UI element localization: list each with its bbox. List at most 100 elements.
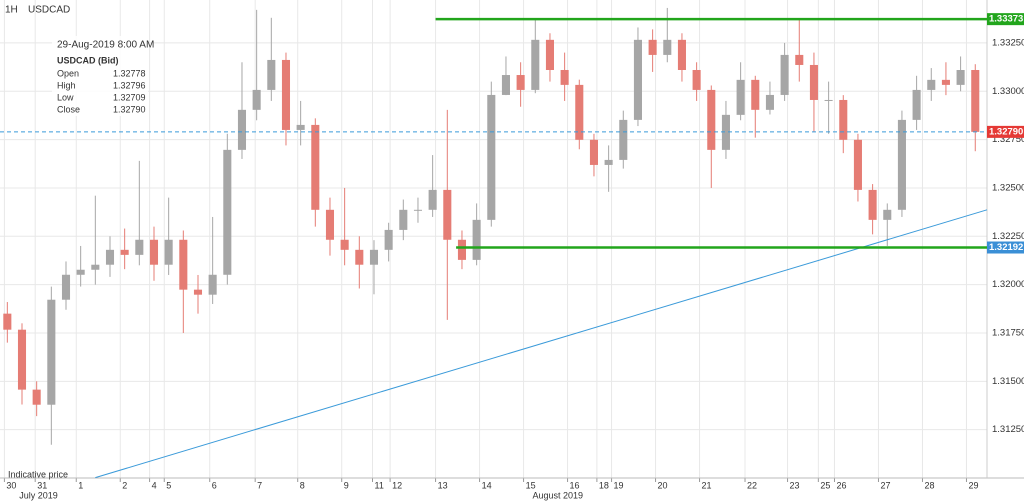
- info-name: Low: [57, 92, 74, 102]
- candle-body: [883, 209, 892, 220]
- candle-body: [76, 269, 85, 275]
- y-tick-label: 1.33000: [992, 86, 1024, 97]
- y-tick-label: 1.32250: [992, 231, 1024, 242]
- x-tick-label: 4: [152, 480, 157, 490]
- candle-body: [560, 69, 569, 85]
- candle-body: [501, 75, 510, 95]
- info-name: High: [57, 80, 76, 90]
- candle-body: [164, 239, 173, 265]
- last-price-box: [987, 125, 1024, 138]
- candle-body: [839, 99, 848, 140]
- y-tick-label: 1.31500: [992, 376, 1024, 387]
- candle-body: [941, 79, 950, 85]
- month-label: July 2019: [19, 490, 58, 500]
- candle-body: [135, 239, 144, 255]
- x-tick-label: 21: [702, 480, 712, 490]
- candle-body: [281, 59, 291, 130]
- candle-body: [868, 189, 877, 220]
- info-name: Open: [57, 68, 79, 78]
- candle-body: [751, 79, 760, 110]
- candle-body: [663, 39, 672, 55]
- info-panel: [52, 36, 148, 116]
- candle-body: [575, 84, 584, 140]
- candle-body: [487, 94, 496, 220]
- candle-body: [3, 313, 12, 330]
- candle-body: [340, 239, 349, 250]
- candle-body: [105, 249, 115, 265]
- candle-body: [369, 249, 379, 265]
- trend-line: [95, 209, 988, 479]
- candle-body: [179, 239, 188, 290]
- x-tick-label: 28: [924, 480, 934, 490]
- x-tick-label: 27: [880, 480, 890, 490]
- month-label: August 2019: [532, 490, 583, 500]
- candle-body: [721, 114, 730, 150]
- y-tick-label: 1.31750: [992, 327, 1024, 338]
- candle-body: [853, 139, 862, 190]
- x-tick-label: 29: [968, 480, 978, 490]
- y-tick-label: 1.32500: [992, 182, 1024, 193]
- candle-body: [780, 54, 789, 95]
- candle-body: [927, 79, 936, 90]
- candle-body: [399, 209, 408, 230]
- candle-body: [619, 119, 628, 160]
- candle-body: [824, 99, 833, 101]
- x-tick-label: 22: [747, 480, 757, 490]
- candle-body: [311, 124, 320, 210]
- candle-body: [956, 69, 965, 85]
- y-tick-label: 1.31250: [992, 424, 1024, 435]
- candle-body: [428, 189, 437, 210]
- x-tick-label: 6: [212, 480, 217, 490]
- overlay: 1.32790 1.33373 1.32192: [0, 13, 1024, 479]
- y-tick-label: 1.32750: [992, 134, 1024, 145]
- candle-body: [91, 264, 100, 270]
- candle-body: [413, 209, 423, 211]
- candle-body: [32, 389, 41, 405]
- candle-body: [795, 54, 804, 65]
- level-label: 1.32192: [989, 242, 1023, 253]
- y-tick-label: 1.33250: [992, 37, 1024, 48]
- y-tick-label: 1.32000: [992, 279, 1024, 290]
- candle-body: [897, 119, 906, 210]
- candle-body: [633, 39, 642, 120]
- level-label: 1.33373: [989, 14, 1023, 25]
- candle-body: [355, 249, 364, 265]
- x-tick-label: 16: [570, 480, 580, 490]
- x-tick-label: 19: [614, 480, 624, 490]
- candle-body: [237, 109, 247, 150]
- x-tick-label: 14: [482, 480, 492, 490]
- level-box: [987, 13, 1024, 26]
- timeframe: 1H: [5, 5, 18, 16]
- x-tick-label: 31: [37, 480, 47, 490]
- candle-body: [765, 94, 774, 110]
- candle-body: [692, 69, 701, 90]
- x-tick-label: 2: [122, 480, 127, 490]
- candle-body: [223, 149, 232, 275]
- candle-body: [912, 89, 921, 120]
- info-value: 1.32790: [113, 104, 146, 114]
- x-tick-label: 12: [392, 480, 402, 490]
- candle-body: [47, 299, 56, 405]
- candle-body: [516, 75, 525, 90]
- x-tick-label: 5: [166, 480, 171, 490]
- info-date: 29-Aug-2019 8:00 AM: [57, 40, 154, 51]
- x-tick-label: 7: [257, 480, 262, 490]
- candle-body: [296, 124, 305, 130]
- info-value: 1.32778: [113, 68, 146, 78]
- candle-body: [208, 274, 217, 295]
- candle-body: [472, 219, 481, 260]
- x-tick-label: 11: [375, 480, 384, 490]
- candle-body: [648, 39, 657, 55]
- x-tick-label: 18: [599, 480, 609, 490]
- x-tick-label: 30: [6, 480, 16, 490]
- candle-body: [120, 249, 129, 255]
- last-price-label: 1.32790: [989, 126, 1023, 137]
- candle-body: [531, 39, 540, 90]
- candle-body: [252, 89, 261, 110]
- info-value: 1.32709: [113, 92, 146, 102]
- candle-body: [193, 289, 203, 295]
- candle-body: [443, 189, 452, 240]
- info-name: Close: [57, 104, 80, 114]
